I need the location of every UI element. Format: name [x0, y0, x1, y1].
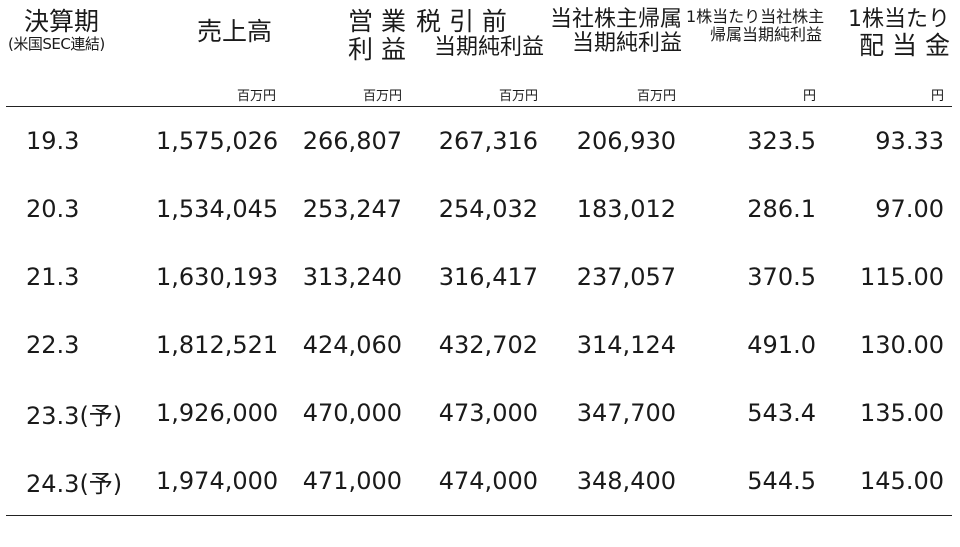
cell-operating-profit: 266,807: [302, 127, 402, 155]
header-operating-profit: 営 業 利 益: [284, 8, 410, 82]
cell-sales: 1,926,000: [156, 399, 279, 427]
cell-eps: 323.5: [747, 127, 816, 155]
cell-period: 24.3(予): [6, 447, 156, 516]
cell-eps: 544.5: [684, 447, 824, 516]
header-pretax-profit: 税 引 前 当期純利益: [410, 8, 546, 82]
header-period-title: 決算期: [24, 7, 100, 36]
cell-eps: 491.0: [747, 331, 816, 359]
unit-operating-profit: 百万円: [284, 82, 410, 107]
cell-sales: 1,812,521: [156, 331, 279, 359]
cell-operating-profit: 313,240: [302, 263, 402, 291]
header-eps: 1株当たり当社株主 帰属当期純利益: [684, 8, 824, 82]
cell-net-income: 206,930: [576, 127, 676, 155]
table-body: 19.3 1,575,026 266,807 267,316 206,930 3…: [6, 107, 952, 516]
unit-sales: 百万円: [156, 82, 284, 107]
cell-sales: 1,630,193: [156, 263, 279, 291]
cell-net-income: 347,700: [576, 399, 676, 427]
header-net-income-line2: 当期純利益: [571, 31, 682, 57]
cell-period: 21.3: [26, 263, 80, 291]
cell-period: 23.3(予): [26, 401, 123, 430]
cell-sales: 1,575,026: [156, 127, 279, 155]
table-row: 22.3 1,812,521 424,060 432,702 314,124 4…: [6, 311, 952, 379]
cell-period: 19.3: [26, 127, 80, 155]
unit-dps: 円: [824, 82, 952, 107]
header-dps-line2: 配 当 金: [859, 31, 950, 61]
financial-results-table: 決算期 (米国SEC連結) 売上高 営 業 利 益: [6, 7, 952, 516]
table-row: 19.3 1,575,026 266,807 267,316 206,930 3…: [6, 107, 952, 176]
cell-pretax-profit: 474,000: [410, 447, 546, 516]
unit-period: [6, 82, 156, 107]
table-header: 決算期 (米国SEC連結) 売上高 営 業 利 益: [6, 7, 952, 107]
header-sales-label: 売上高: [196, 17, 272, 46]
cell-sales: 1,974,000: [156, 447, 284, 516]
cell-dps: 115.00: [860, 263, 944, 291]
cell-pretax-profit: 316,417: [438, 263, 538, 291]
header-pretax-profit-line1: 税 引 前: [416, 7, 507, 36]
cell-net-income: 183,012: [576, 195, 676, 223]
header-net-income-line1: 当社株主帰属: [549, 7, 682, 32]
cell-eps: 286.1: [747, 195, 816, 223]
header-eps-line1: 1株当たり当社株主: [686, 7, 825, 26]
header-dps-line1: 1株当たり: [848, 7, 950, 32]
unit-eps: 円: [684, 82, 824, 107]
cell-operating-profit: 253,247: [302, 195, 402, 223]
cell-net-income: 348,400: [546, 447, 684, 516]
cell-operating-profit: 470,000: [302, 399, 402, 427]
header-pretax-profit-line2: 当期純利益: [433, 34, 544, 60]
cell-operating-profit: 471,000: [284, 447, 410, 516]
cell-dps: 135.00: [860, 399, 944, 427]
cell-dps: 97.00: [875, 195, 944, 223]
unit-row: 百万円 百万円 百万円 百万円 円 円: [6, 82, 952, 107]
cell-dps: 145.00: [824, 447, 952, 516]
header-dps: 1株当たり 配 当 金: [824, 7, 952, 82]
cell-eps: 543.4: [747, 399, 816, 427]
cell-period: 22.3: [26, 331, 80, 359]
cell-pretax-profit: 267,316: [438, 127, 538, 155]
cell-sales: 1,534,045: [156, 195, 279, 223]
cell-pretax-profit: 473,000: [438, 399, 538, 427]
cell-dps: 130.00: [860, 331, 944, 359]
cell-pretax-profit: 254,032: [438, 195, 538, 223]
cell-operating-profit: 424,060: [302, 331, 402, 359]
table-row: 24.3(予) 1,974,000 471,000 474,000 348,40…: [6, 447, 952, 516]
unit-pretax-profit: 百万円: [410, 82, 546, 107]
header-period: 決算期 (米国SEC連結): [6, 8, 156, 82]
header-eps-line2: 帰属当期純利益: [709, 24, 822, 44]
header-net-income: 当社株主帰属 当期純利益: [546, 7, 684, 82]
cell-dps: 93.33: [875, 127, 944, 155]
header-operating-profit-line2: 利 益: [348, 34, 406, 64]
cell-net-income: 237,057: [576, 263, 676, 291]
cell-net-income: 314,124: [576, 331, 676, 359]
cell-period: 20.3: [26, 195, 80, 223]
cell-eps: 370.5: [747, 263, 816, 291]
unit-net-income: 百万円: [546, 82, 684, 107]
table-row: 23.3(予) 1,926,000 470,000 473,000 347,70…: [6, 379, 952, 447]
table-row: 20.3 1,534,045 253,247 254,032 183,012 2…: [6, 175, 952, 243]
table-row: 21.3 1,630,193 313,240 316,417 237,057 3…: [6, 243, 952, 311]
header-operating-profit-line1: 営 業: [348, 7, 406, 36]
header-period-note: (米国SEC連結): [8, 34, 105, 53]
header-sales: 売上高: [156, 8, 284, 82]
cell-pretax-profit: 432,702: [438, 331, 538, 359]
